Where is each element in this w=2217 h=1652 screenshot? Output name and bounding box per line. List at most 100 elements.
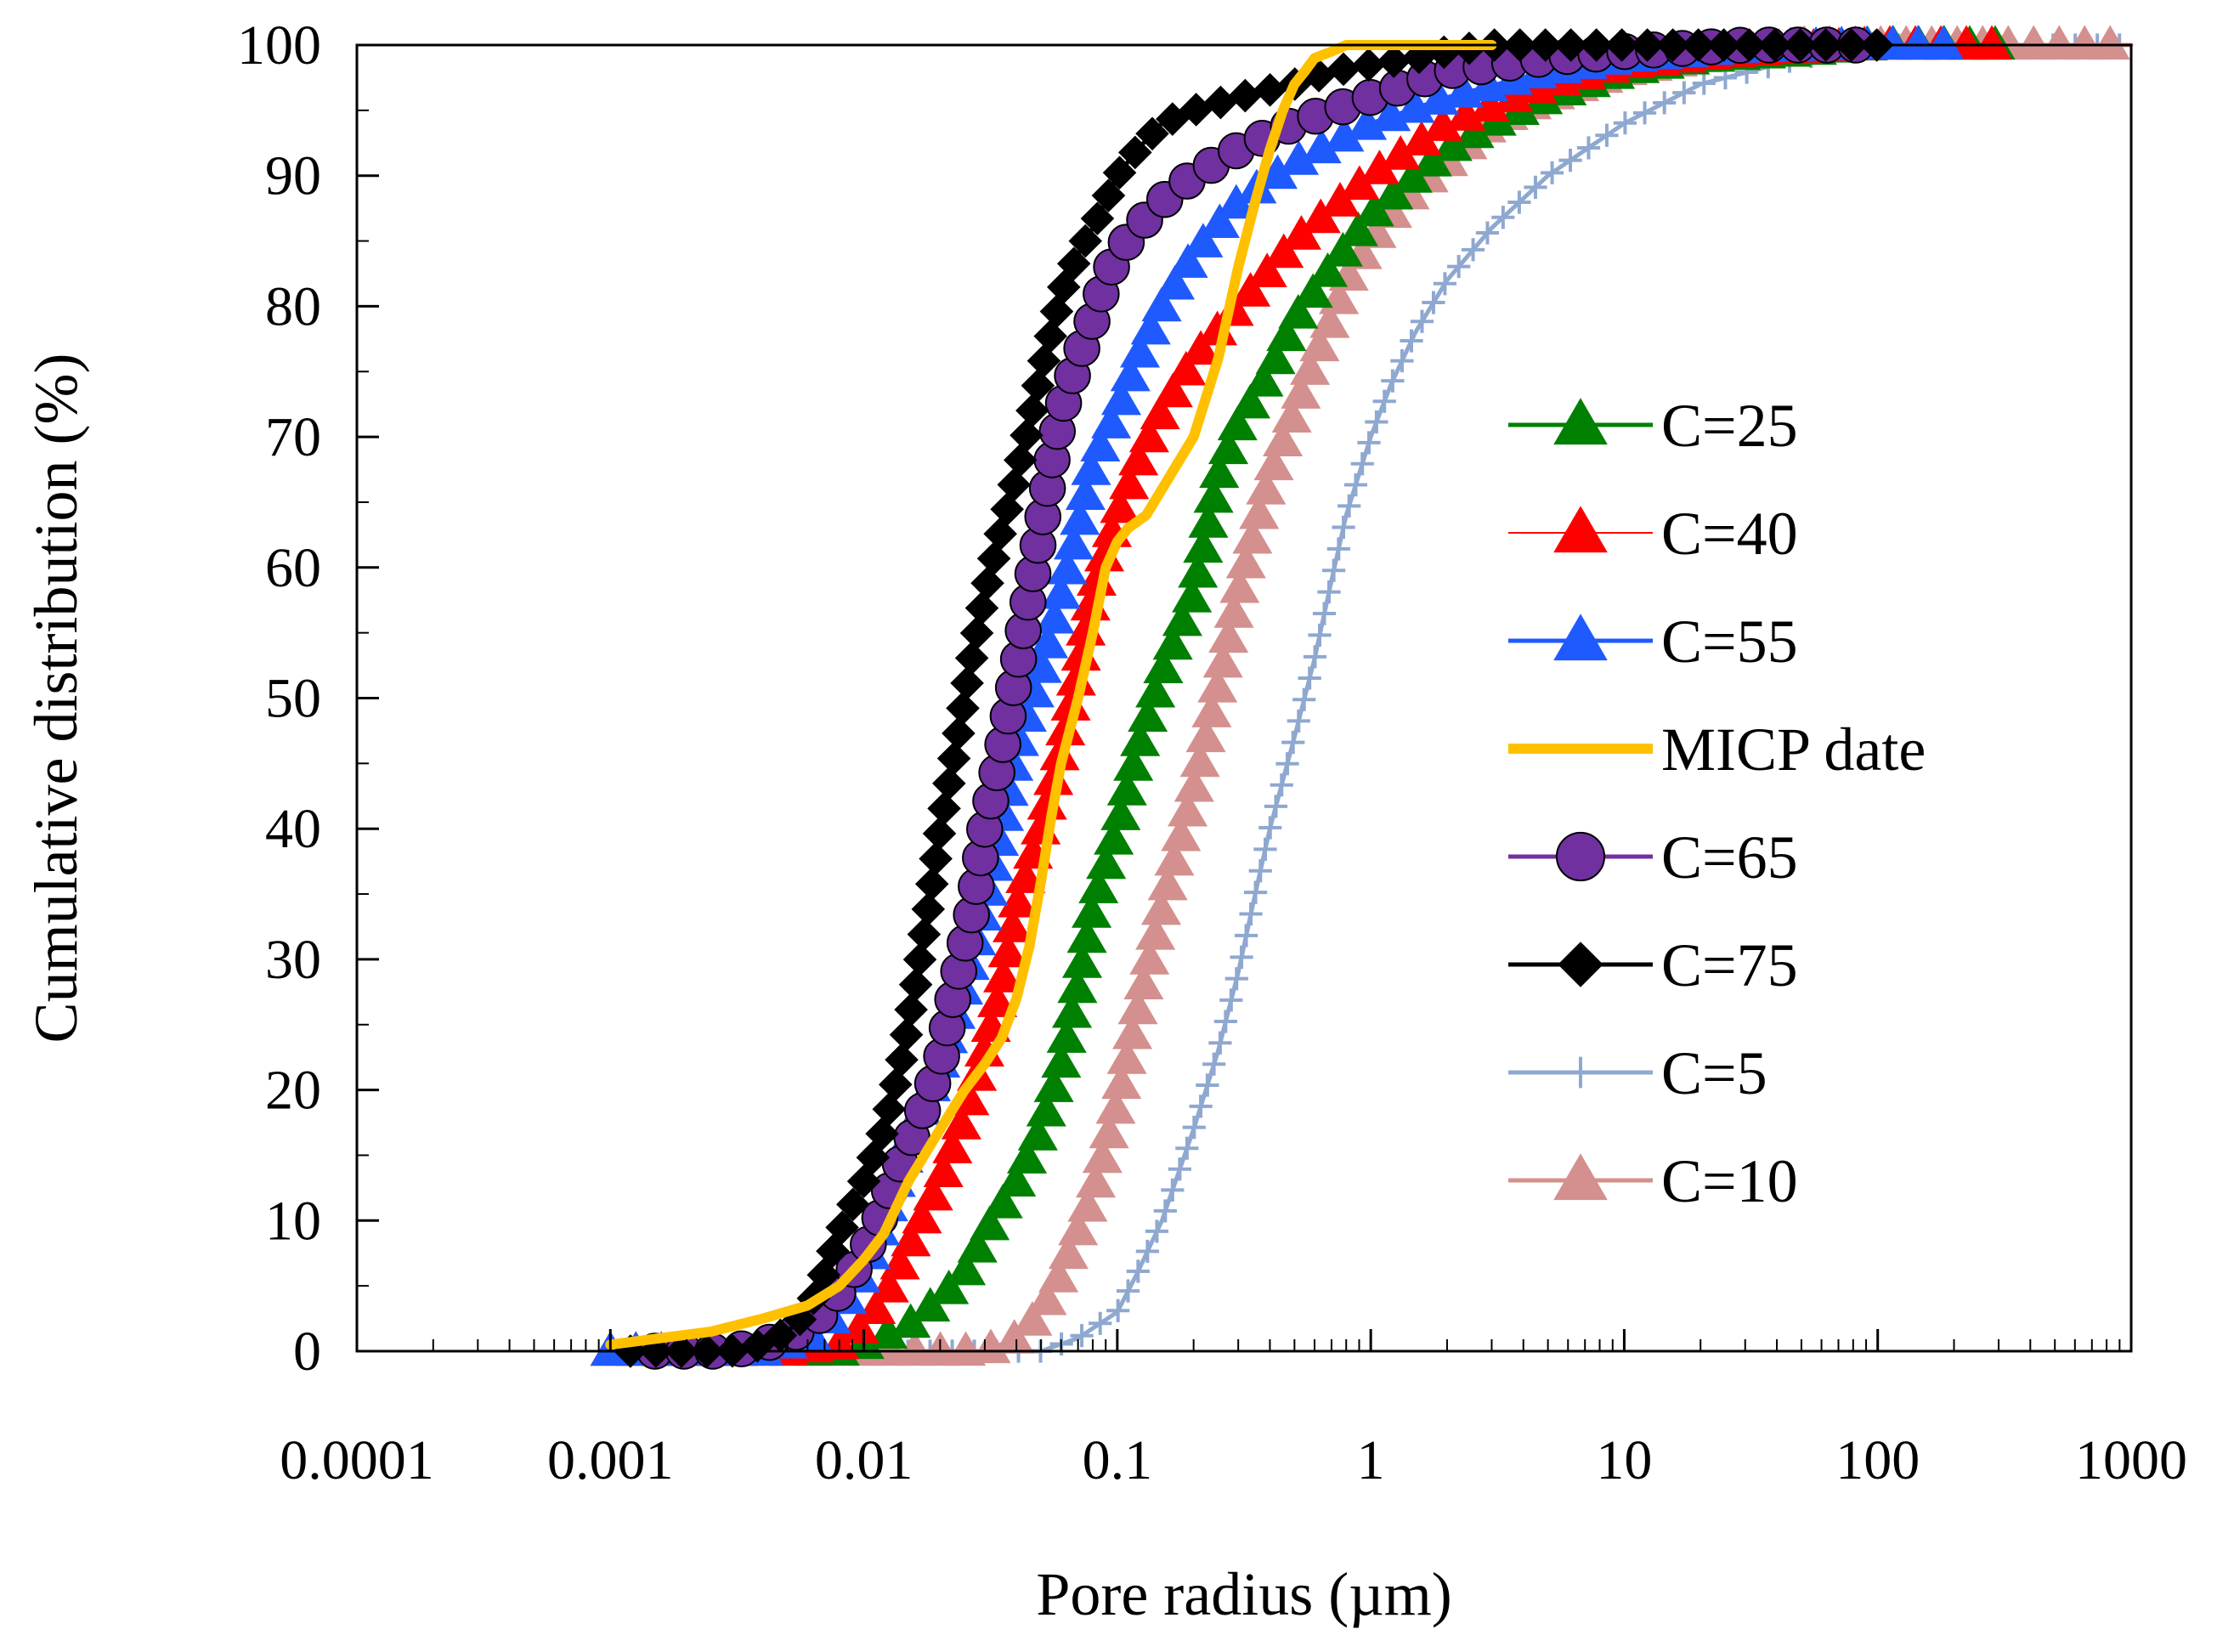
y-tick-label: 10 — [265, 1190, 321, 1252]
data-point-triangle — [1161, 816, 1202, 851]
data-point-triangle — [1051, 993, 1093, 1028]
x-tick-label: 0.01 — [815, 1429, 913, 1491]
legend-item-c-25: C=25 — [1508, 392, 1798, 460]
data-point-plus — [1189, 1095, 1213, 1118]
data-point-plus — [1182, 1116, 1206, 1140]
data-point-triangle — [1111, 1014, 1153, 1049]
data-point-diamond — [1326, 52, 1360, 87]
data-point-triangle — [1166, 350, 1207, 386]
data-point-triangle — [1213, 593, 1254, 628]
data-point-triangle — [1143, 648, 1184, 684]
data-point-triangle — [1118, 440, 1159, 476]
data-point-plus — [1447, 254, 1471, 279]
data-point-triangle — [1120, 721, 1161, 756]
data-point-triangle — [1183, 223, 1224, 257]
data-point-triangle — [1080, 427, 1121, 461]
data-point-triangle — [1266, 316, 1307, 352]
data-point-triangle — [891, 1303, 931, 1338]
data-point-triangle — [1174, 767, 1214, 802]
data-point-triangle — [1493, 77, 1534, 113]
legend-label: C=10 — [1661, 1147, 1798, 1215]
data-point-diamond — [942, 716, 976, 750]
data-point-triangle — [1278, 140, 1320, 175]
data-point-plus — [1322, 558, 1346, 582]
data-point-triangle — [1347, 105, 1388, 140]
legend-item-c-65: C=65 — [1508, 823, 1798, 891]
data-point-triangle — [1100, 380, 1142, 416]
data-point-triangle — [913, 1175, 953, 1211]
data-point-triangle — [941, 1105, 981, 1140]
y-tick-label: 60 — [265, 537, 321, 599]
data-point-triangle — [1048, 1234, 1089, 1270]
y-tick-label: 0 — [293, 1321, 321, 1383]
data-point-triangle — [1299, 326, 1340, 362]
data-point-plus — [1230, 945, 1253, 969]
series-micp-date — [605, 40, 1497, 1350]
x-tick-label: 1 — [1357, 1429, 1385, 1491]
data-point-diamond — [1135, 116, 1169, 151]
data-point-plus — [1106, 1298, 1130, 1322]
data-point-plus — [1632, 101, 1657, 125]
data-point-triangle — [1339, 165, 1380, 201]
data-point-triangle — [1180, 330, 1221, 365]
data-point-triangle — [1072, 893, 1112, 928]
data-point-triangle — [982, 1184, 1023, 1219]
data-point-triangle — [1219, 568, 1260, 603]
data-point-triangle — [1971, 25, 2012, 60]
data-point-plus — [1168, 1157, 1191, 1181]
data-point-diamond — [902, 942, 937, 976]
data-point-triangle — [1140, 394, 1180, 430]
data-point-plus — [1070, 1324, 1094, 1348]
data-point-plus — [1343, 472, 1368, 497]
data-point-plus — [1326, 537, 1350, 561]
legend-label: C=75 — [1661, 931, 1798, 999]
data-point-triangle — [1140, 890, 1182, 925]
data-point-triangle — [1113, 746, 1154, 781]
data-point-diamond — [1102, 156, 1137, 190]
data-point-triangle — [1401, 121, 1442, 156]
data-point-triangle — [1066, 918, 1107, 953]
data-point-triangle — [982, 958, 1024, 993]
data-point-diamond — [1068, 223, 1103, 258]
data-point-triangle — [1033, 1067, 1074, 1102]
data-point-diamond — [1039, 294, 1074, 329]
data-point-triangle — [1469, 87, 1510, 122]
data-point-triangle — [1135, 672, 1176, 708]
data-point-triangle — [1232, 518, 1273, 554]
data-point-diamond — [907, 917, 942, 952]
data-point-triangle — [1110, 356, 1151, 392]
x-tick-label: 0.1 — [1083, 1429, 1153, 1491]
data-point-plus — [1287, 709, 1310, 733]
y-tick-label: 80 — [265, 275, 321, 337]
data-point-triangle — [1041, 1043, 1082, 1078]
data-point-diamond — [911, 892, 946, 926]
data-point-triangle — [1154, 264, 1196, 300]
data-point-diamond — [990, 492, 1024, 527]
data-point-plus — [1135, 1239, 1159, 1264]
legend-item-c-5: C=5 — [1508, 1039, 1767, 1107]
y-tick-label: 70 — [265, 406, 321, 468]
data-point-triangle — [994, 1319, 1035, 1354]
legend-label: C=55 — [1661, 608, 1798, 676]
data-point-plus — [1175, 1136, 1199, 1160]
data-point-triangle — [1309, 303, 1350, 338]
data-point-diamond — [1004, 443, 1038, 478]
x-tick-label: 0.001 — [547, 1429, 674, 1491]
data-point-triangle — [1128, 697, 1168, 733]
data-point-plus — [1213, 1010, 1237, 1033]
data-point-diamond — [1228, 78, 1263, 113]
data-point-triangle — [1089, 1113, 1129, 1149]
data-point-plus — [1332, 515, 1355, 540]
data-point-plus — [1365, 410, 1388, 434]
legend-label: C=40 — [1661, 500, 1798, 568]
data-point-triangle — [1263, 421, 1304, 457]
data-point-plus — [1381, 369, 1405, 393]
data-point-triangle — [1168, 243, 1208, 278]
data-point-plus — [1400, 329, 1423, 353]
data-point-diamond — [914, 867, 949, 902]
data-point-triangle — [1197, 668, 1238, 703]
data-point-diamond — [898, 967, 933, 1002]
data-point-plus — [1461, 238, 1485, 262]
data-point-plus — [1224, 967, 1248, 991]
data-point-triangle — [891, 1221, 931, 1257]
